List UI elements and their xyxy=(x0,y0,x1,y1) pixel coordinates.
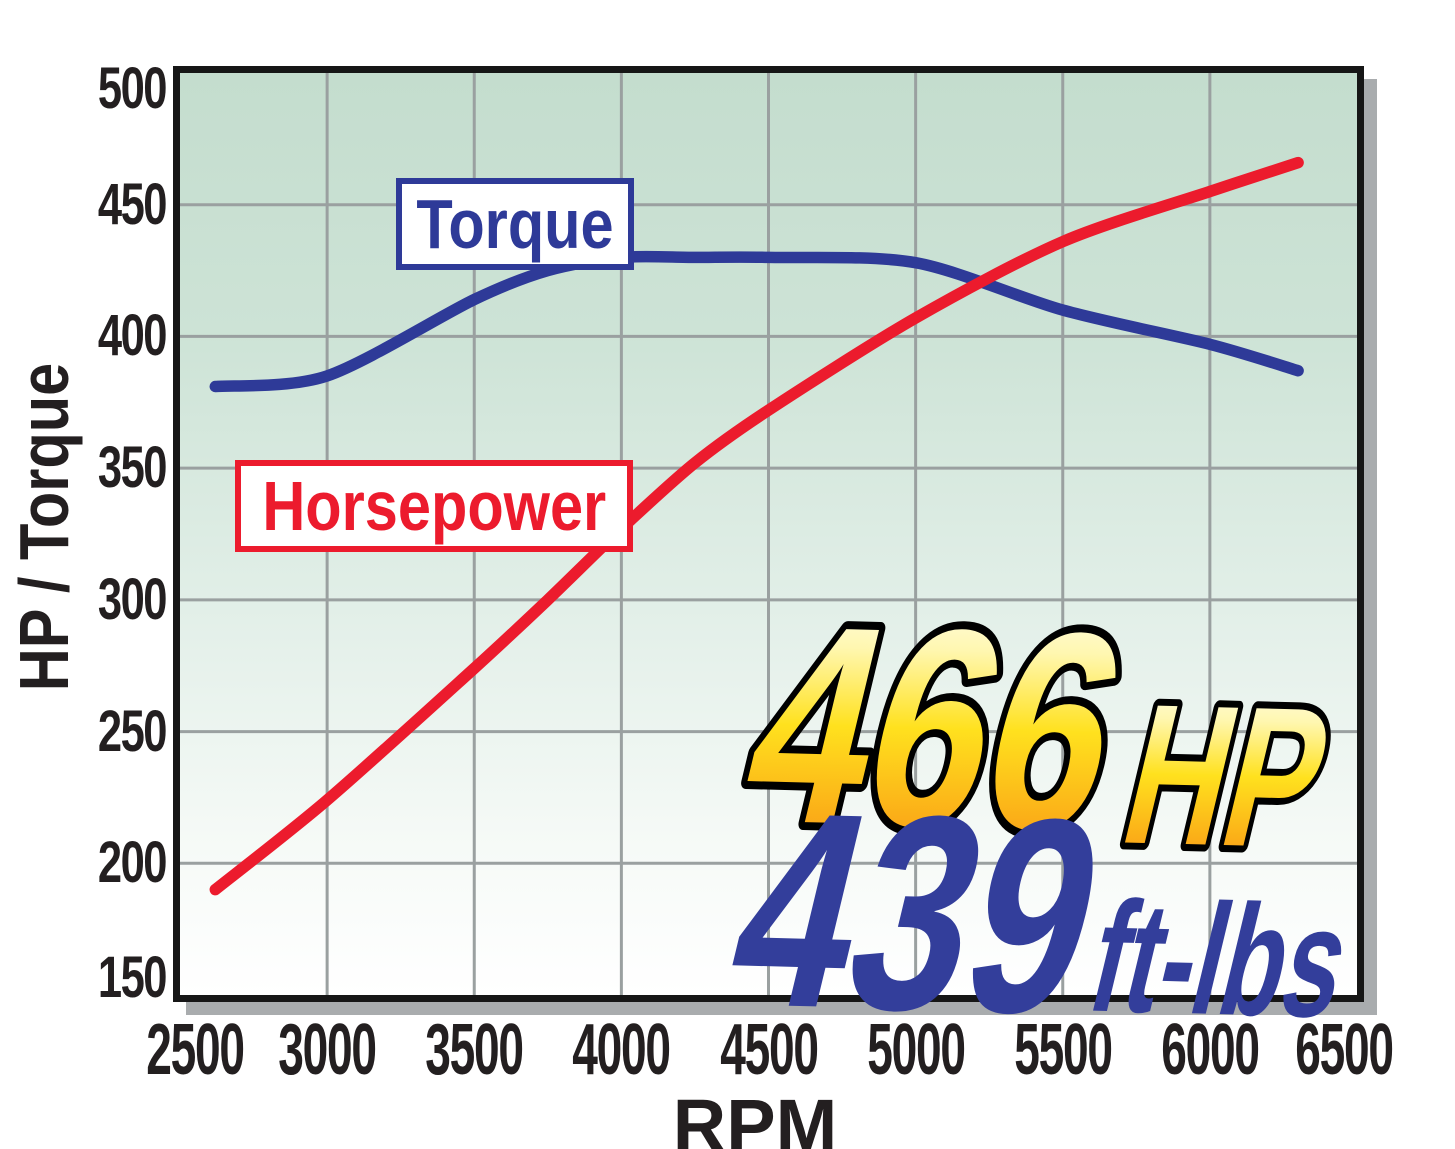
x-tick-label: 5000 xyxy=(866,1010,966,1090)
x-axis-title: RPM xyxy=(672,1084,838,1149)
y-tick-label: 300 xyxy=(97,566,168,632)
x-tick-label: 4500 xyxy=(719,1010,819,1090)
horsepower-legend-label: Horsepower xyxy=(262,467,606,545)
y-axis-title: HP / Torque xyxy=(5,362,83,692)
horsepower-legend-box: Horsepower xyxy=(235,460,633,552)
x-tick-label: 3500 xyxy=(425,1010,525,1090)
torque-legend-box: Torque xyxy=(396,178,634,270)
torque-legend-label: Torque xyxy=(416,185,614,263)
y-tick-label: 500 xyxy=(97,56,168,121)
x-tick-label: 6000 xyxy=(1161,1010,1260,1090)
x-tick-label: 4000 xyxy=(572,1010,672,1090)
hp-peak-value: 466 xyxy=(720,568,1151,890)
x-tick-label: 3000 xyxy=(278,1010,377,1090)
x-tick-label: 6500 xyxy=(1295,1010,1394,1090)
y-tick-label: 450 xyxy=(97,171,168,237)
hp-peak-unit: HP xyxy=(1106,662,1349,889)
x-tick-label: 5500 xyxy=(1014,1010,1113,1090)
x-tick-label: 2500 xyxy=(146,1010,245,1090)
result-callout: 466 HP 439 ft-lbs xyxy=(706,560,1366,1072)
plot-area: 466 HP 439 ft-lbs Torque Horsepower xyxy=(173,66,1366,1072)
horsepower-curve xyxy=(209,156,1304,896)
y-tick-label: 400 xyxy=(97,303,168,369)
torque-peak-unit: ft-lbs xyxy=(1075,868,1365,1050)
torque-curve xyxy=(209,250,1304,393)
plot-canvas xyxy=(180,73,1357,995)
y-tick-label: 150 xyxy=(97,945,168,1010)
y-tick-label: 250 xyxy=(97,698,168,764)
y-tick-label: 200 xyxy=(97,830,168,896)
y-tick-label: 350 xyxy=(97,435,168,501)
torque-peak-value: 439 xyxy=(706,754,1130,1072)
